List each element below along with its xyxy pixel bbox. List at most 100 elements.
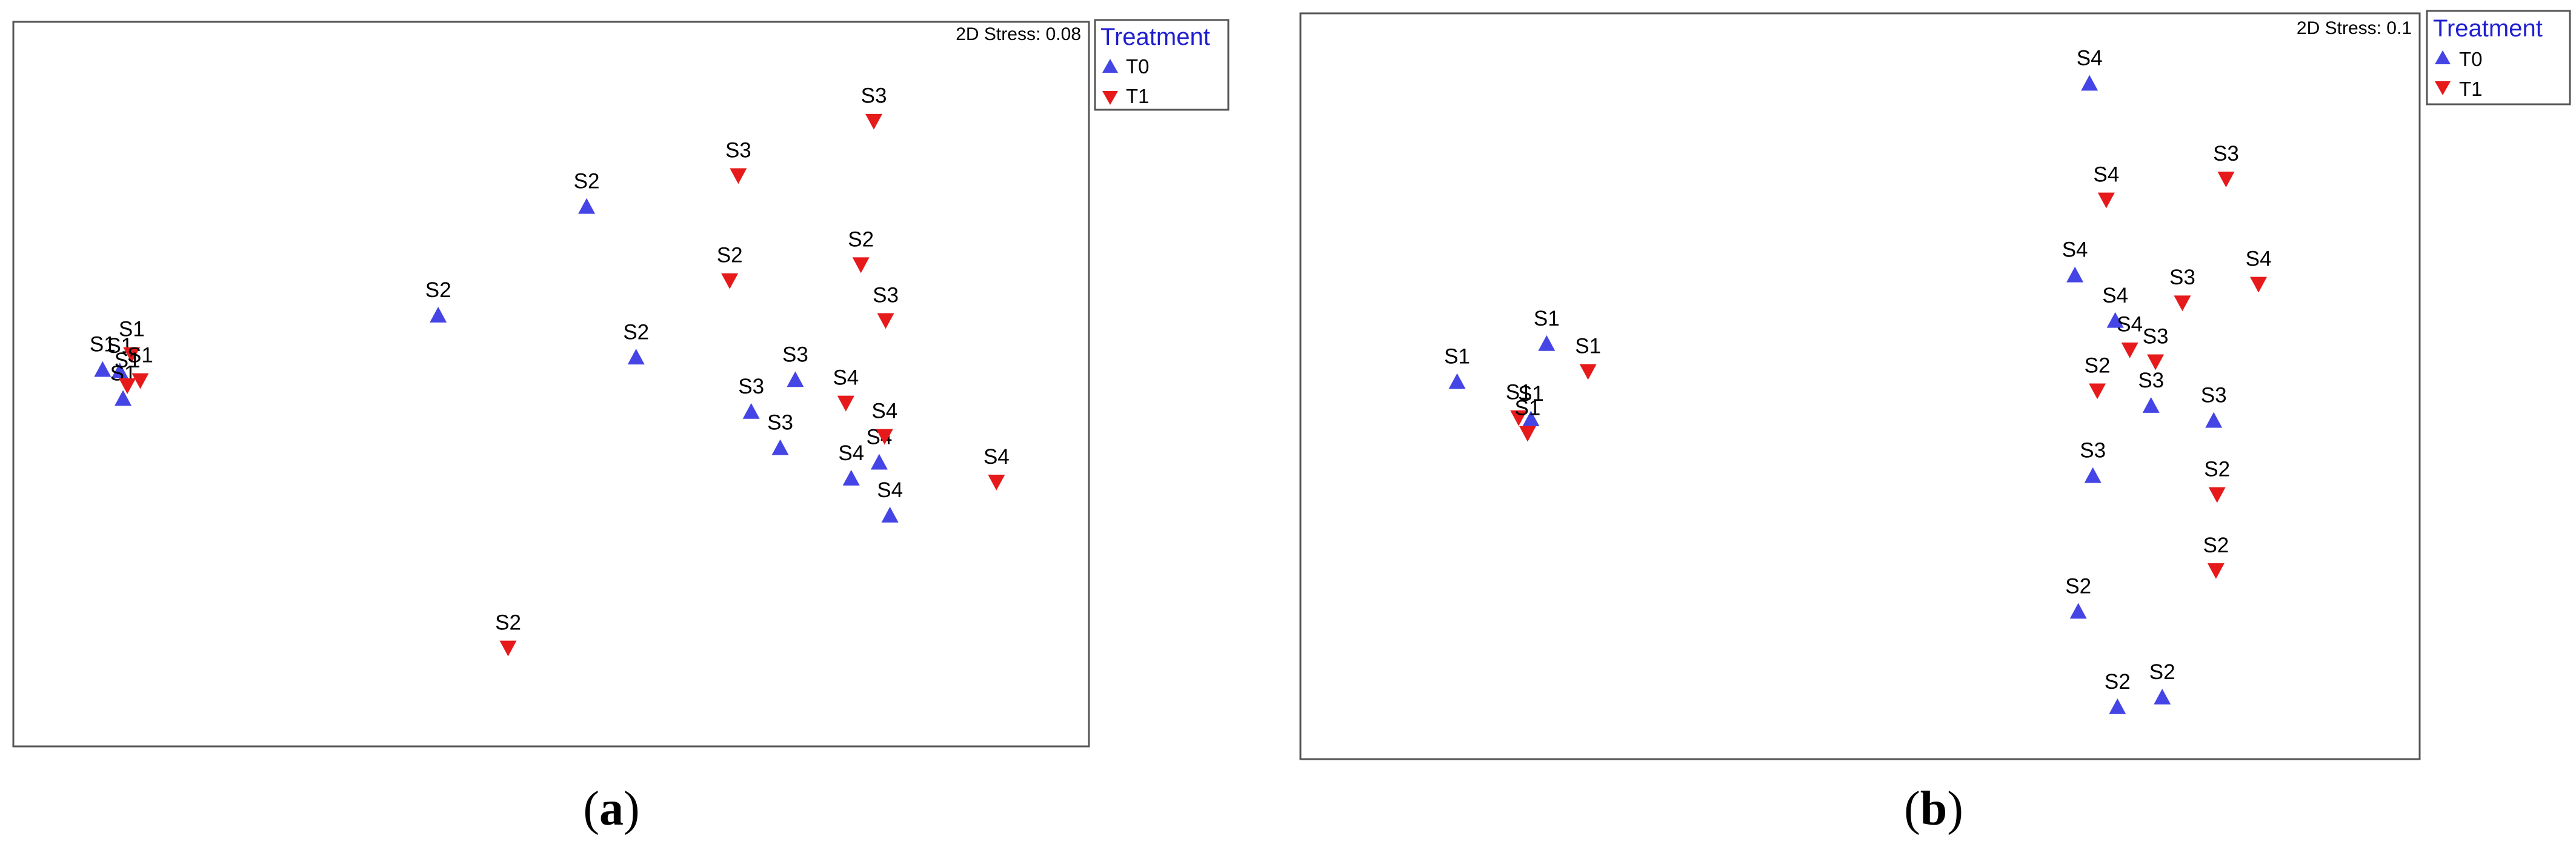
panel-b-t0-point-label-9: S3	[2201, 384, 2227, 407]
panel-b-legend-title: Treatment	[2433, 15, 2543, 42]
panel-b-t0-point-label-4: S2	[2065, 574, 2091, 598]
panel-b-t1-point-7	[2217, 172, 2235, 188]
panel-a-t1-point-10	[837, 395, 854, 412]
panel-a-plot-frame	[12, 21, 1090, 748]
panel-a-t0-point-8	[742, 403, 760, 419]
panel-a-t0-point-label-4: S2	[425, 278, 451, 302]
panel-a-stress-label: 2D Stress: 0.08	[956, 24, 1081, 44]
panel-b-caption-letter: b	[1920, 782, 1948, 836]
panel-b-t0-point-label-10: S4	[2077, 47, 2103, 70]
panel-a-t1-point-label-3: S1	[115, 349, 141, 372]
panel-a-t1-point-label-2: S1	[127, 344, 153, 367]
panel-b-t1-point-10	[2097, 192, 2115, 209]
panel-a-t0-point-6	[627, 349, 645, 365]
panel-a-legend-t1-marker	[1102, 91, 1118, 105]
panel-a-t1-point-12	[988, 474, 1005, 491]
panel-a-t0-point-1	[94, 361, 111, 377]
panel-a-t1-point-label-1: S1	[119, 318, 145, 341]
panel-a-t0-point-4	[430, 306, 447, 323]
panel-b-legend-t0-label: T0	[2459, 48, 2483, 70]
panel-a-t0-point-11	[870, 454, 888, 470]
panel-b-t1-point-12	[2121, 342, 2138, 358]
panel-a-legend-title: Treatment	[1100, 24, 1210, 50]
panel-a-t0-point-label-9: S3	[767, 411, 793, 435]
panel-a-t1-point-8	[865, 113, 882, 130]
panel-a-t1-point-label-12: S4	[983, 445, 1010, 469]
panel-b-t1-point-label-3: S1	[1515, 396, 1541, 420]
panel-b-t1-point-6	[2207, 563, 2225, 579]
panel-a-legend: Treatment T0 T1	[1094, 19, 1230, 111]
panel-a-t0-point-label-1: S1	[90, 333, 116, 357]
panel-b-plot-frame	[1299, 12, 2421, 760]
panel-b-t0-point-label-2: S1	[1534, 307, 1560, 330]
panel-a-caption: (a)	[583, 782, 639, 836]
panel-b-t0-point-2	[1538, 335, 1556, 351]
panel-b-t1-point-label-10: S4	[2093, 163, 2119, 187]
panel-a-t0-point-3	[115, 390, 132, 406]
panel-b-legend-t1-marker	[2435, 81, 2451, 95]
panel-b-t1-point-label-4: S2	[2085, 353, 2111, 377]
panel-a-t1-point-label-8: S3	[861, 84, 887, 108]
panel-a-t1-point-5	[721, 273, 739, 289]
panel-a-points: S1S1S1S2S2S2S3S3S3S4S4S4S1S1S1S2S2S2S3S3…	[90, 84, 1010, 657]
panel-b-t1-point-1	[1579, 364, 1597, 380]
panel-b-t1-point-4	[2089, 383, 2106, 400]
panel-a-t1-point-label-6: S2	[848, 227, 874, 251]
panel-b-t1-point-11	[2250, 276, 2268, 293]
panel-b-legend: Treatment T0 T1	[2426, 10, 2571, 106]
panel-b-t1-point-3	[1519, 426, 1536, 442]
panel-b-legend-t0-marker	[2435, 50, 2451, 64]
panel-b-t0-point-label-11: S4	[2062, 238, 2088, 262]
panel-b-stress-label: 2D Stress: 0.1	[2297, 18, 2412, 38]
panel-b-t1-point-5	[2208, 487, 2226, 503]
panel-a-t1-point-label-4: S2	[495, 611, 521, 634]
panel-a-t1-point-label-9: S3	[873, 283, 899, 307]
panel-a-t1-point-7	[730, 168, 747, 184]
panel-b-t0-point-label-12: S4	[2102, 284, 2128, 307]
panel-a-t0-point-label-5: S2	[574, 170, 600, 193]
panel-a-t1-point-label-11: S4	[871, 400, 897, 423]
panel-a-legend-box	[1094, 19, 1230, 111]
panel-a-t1-point-3	[119, 378, 136, 394]
panel-a-t0-point-5	[578, 198, 596, 214]
panel-a-legend-t0-marker	[1102, 59, 1118, 73]
panel-b-t0-point-6	[2154, 688, 2171, 705]
panel-b-t0-point-label-8: S3	[2138, 369, 2164, 392]
panel-a-t1-point-11	[876, 429, 893, 445]
panel-b-t0-point-label-7: S3	[2080, 439, 2106, 463]
panel-b-t0-point-10	[2081, 75, 2098, 91]
panel-b-t0-point-9	[2205, 412, 2223, 428]
panel-a-t1-point-2	[131, 373, 149, 389]
panel-b-t0-point-1	[1448, 373, 1466, 389]
panel-a-t0-point-label-6: S2	[623, 320, 649, 344]
panel-b-t0-point-8	[2142, 397, 2160, 413]
panel-b-t1-point-label-12: S4	[2117, 313, 2143, 337]
panel-b-t1-point-label-8: S3	[2169, 266, 2195, 289]
panel-b-t0-point-label-5: S2	[2105, 670, 2131, 694]
panel-a-t1-point-6	[852, 257, 870, 273]
panel-a-t1-point-label-5: S2	[717, 244, 743, 267]
panel-b-t1-point-9	[2147, 354, 2165, 370]
panel-b-t1-point-2	[1510, 410, 1528, 426]
panel-b-caption: (b)	[1904, 782, 1963, 836]
panel-b-legend-t1-label: T1	[2459, 78, 2483, 100]
panel-b-t0-point-7	[2084, 467, 2102, 483]
panel-a: 2D Stress: 0.08 S1S1S1S2S2S2S3S3S3S4S4S4…	[12, 19, 1230, 836]
panel-b-t1-point-8	[2174, 295, 2191, 312]
panel-a-legend-t0-label: T0	[1126, 55, 1150, 78]
panel-a-t0-point-label-8: S3	[738, 375, 764, 398]
panel-b-t1-point-label-1: S1	[1575, 334, 1601, 358]
panel-a-t1-point-9	[877, 313, 894, 329]
panel-a-t0-point-2	[111, 362, 128, 378]
panel-a-t0-point-label-12: S4	[877, 478, 903, 502]
panel-b-t1-point-label-5: S2	[2204, 457, 2230, 481]
panel-b-legend-box	[2426, 10, 2571, 106]
panel-b-t1-point-label-6: S2	[2203, 534, 2229, 557]
panel-b-t1-point-label-11: S4	[2246, 247, 2272, 270]
panel-a-t0-point-10	[842, 469, 860, 486]
panel-b-t0-point-11	[2066, 266, 2084, 283]
panel-a-t1-point-1	[123, 347, 141, 363]
